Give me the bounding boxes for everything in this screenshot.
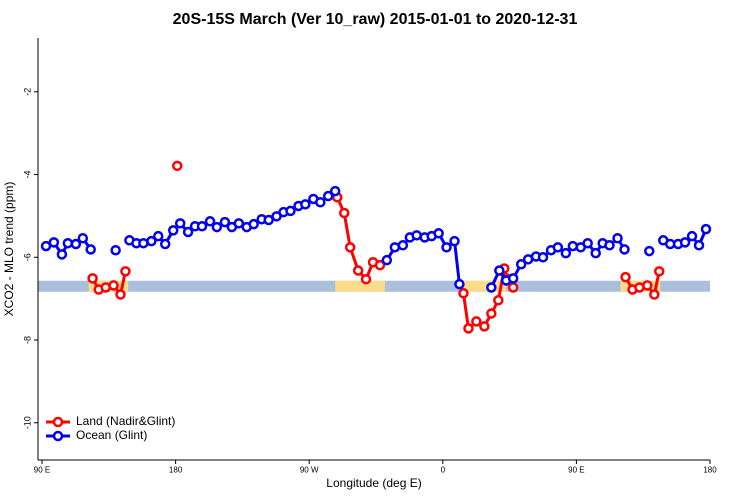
series-point: [248, 218, 259, 230]
series-point: [604, 240, 615, 251]
series-point: [454, 278, 465, 290]
series-point: [115, 289, 126, 300]
series-point: [174, 218, 186, 229]
series-point: [494, 265, 505, 276]
series-point: [560, 247, 572, 259]
series-point: [486, 282, 497, 293]
land-band: [459, 280, 507, 292]
series-point: [507, 282, 519, 293]
series-point: [582, 237, 593, 249]
series-point: [433, 228, 444, 239]
series-point: [644, 245, 655, 257]
series-point: [619, 244, 630, 255]
series-point: [211, 221, 223, 233]
series-point: [120, 266, 131, 277]
series-point: [152, 230, 164, 242]
series-point: [300, 199, 311, 210]
series-point: [507, 273, 519, 284]
series-point: [642, 280, 653, 291]
series-point: [679, 237, 691, 248]
y-tick-label: -6: [22, 253, 32, 261]
series-point: [204, 216, 216, 227]
x-tick-label: 180: [169, 466, 183, 475]
series-point: [552, 242, 564, 253]
series-point: [653, 266, 665, 277]
series-point: [322, 190, 334, 202]
series-point: [397, 240, 409, 251]
series-point: [182, 226, 194, 238]
series-point: [360, 273, 372, 285]
y-tick-label: -10: [22, 416, 32, 429]
series-point: [441, 242, 452, 253]
series-point: [479, 321, 490, 332]
series-point: [463, 323, 474, 334]
series-point: [62, 237, 74, 249]
series-point: [700, 223, 712, 235]
series-point: [56, 249, 68, 260]
y-tick-label: -2: [22, 88, 32, 96]
series-point: [515, 259, 527, 270]
series-point: [374, 259, 386, 271]
x-tick-label: 180: [703, 466, 717, 475]
series-point: [146, 235, 157, 247]
series-point: [87, 273, 98, 284]
series-point: [70, 238, 82, 250]
series-point: [620, 271, 631, 283]
series-point: [590, 247, 601, 259]
series-point: [389, 242, 401, 253]
x-tick-label: 90 E: [34, 466, 50, 475]
series-point: [263, 214, 274, 226]
series-point: [493, 295, 504, 306]
series-point: [285, 205, 296, 217]
series-point: [486, 308, 497, 319]
x-tick-label: 90 W: [300, 466, 319, 475]
series-point: [233, 218, 245, 229]
series-point: [85, 244, 96, 255]
series-point: [352, 265, 364, 276]
legend-marker: [52, 416, 64, 428]
series-point: [315, 196, 326, 208]
series-point: [344, 242, 356, 253]
y-tick-label: -8: [22, 336, 32, 344]
legend-label: Land (Nadir&Glint): [76, 414, 175, 428]
series-point: [537, 252, 549, 263]
x-axis-label: Longitude (deg E): [326, 476, 421, 490]
x-tick-label: 90 E: [568, 466, 584, 475]
series-point: [219, 216, 231, 228]
series-point: [138, 237, 149, 249]
series-point: [686, 230, 698, 242]
x-tick-label: 0: [441, 466, 446, 475]
land-band: [335, 280, 385, 292]
series-point: [110, 244, 121, 256]
series-point: [471, 316, 482, 327]
series-point: [338, 207, 350, 219]
y-axis-label: XCO2 - MLO trend (ppm): [2, 182, 16, 317]
series-point: [693, 240, 705, 251]
series-point: [196, 220, 208, 232]
series-point: [458, 288, 469, 299]
series-point: [381, 254, 393, 266]
legend-marker: [52, 430, 64, 442]
chart-title: 20S-15S March (Ver 10_raw) 2015-01-01 to…: [173, 11, 578, 28]
series-point: [167, 225, 179, 236]
series-point: [48, 237, 60, 248]
series-point: [159, 238, 171, 250]
series-point: [77, 232, 89, 244]
series-point: [40, 240, 52, 252]
series-point: [649, 289, 660, 300]
series-point: [171, 160, 183, 172]
y-tick-label: -4: [22, 171, 32, 179]
series-point: [612, 232, 623, 244]
series-point: [329, 185, 341, 197]
series-point: [108, 280, 119, 291]
series-point: [411, 230, 422, 241]
series-point: [449, 235, 460, 247]
legend-label: Ocean (Glint): [76, 428, 147, 442]
